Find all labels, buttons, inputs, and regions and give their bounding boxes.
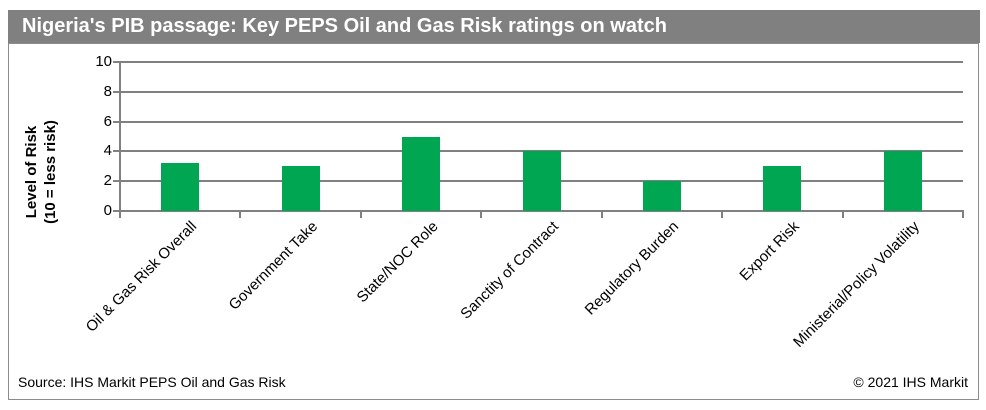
x-tick-4 [600, 212, 603, 218]
source-note: Source: IHS Markit PEPS Oil and Gas Risk [18, 374, 286, 390]
y-tick-label-4: 4 [103, 142, 112, 160]
y-tick-4 [113, 150, 120, 153]
bar-ministerial-policy-volatility [883, 151, 922, 211]
x-tick-6 [841, 212, 844, 218]
gridline-10 [120, 61, 963, 63]
gridline-8 [120, 90, 963, 93]
x-tick-3 [480, 212, 483, 218]
y-axis-title: Level of Risk (10 = less risk) [22, 120, 60, 224]
y-tick-label-0: 0 [103, 202, 112, 219]
y-tick-label-6: 6 [103, 112, 112, 130]
bar-state-noc-role [402, 136, 441, 211]
x-axis-line [118, 210, 964, 212]
chart-title: Nigeria's PIB passage: Key PEPS Oil and … [22, 15, 667, 37]
y-tick-8 [113, 90, 120, 93]
x-tick-5 [721, 212, 724, 218]
bar-government-take [281, 166, 320, 211]
chart-title-bar: Nigeria's PIB passage: Key PEPS Oil and … [8, 10, 980, 43]
y-tick-label-2: 2 [103, 172, 112, 190]
x-tick-1 [239, 212, 242, 218]
y-tick-label-10: 10 [95, 53, 112, 70]
x-tick-2 [359, 212, 362, 218]
x-tick-0 [119, 212, 121, 218]
gridline-6 [120, 120, 963, 123]
copyright-note: © 2021 IHS Markit [853, 374, 968, 390]
bar-regulatory-burden [642, 181, 681, 211]
y-tick-2 [113, 180, 120, 183]
bar-sanctity-of-contract [522, 151, 561, 211]
y-tick-6 [113, 120, 120, 123]
y-axis-title-line1: Level of Risk [23, 125, 40, 219]
y-axis-title-line2: (10 = less risk) [42, 120, 59, 224]
y-tick-label-8: 8 [103, 82, 112, 100]
bar-oil-gas-risk-overall [161, 162, 200, 211]
y-tick-10 [113, 61, 120, 63]
bar-export-risk [763, 166, 802, 211]
chart-frame [8, 43, 979, 400]
x-tick-7 [962, 212, 964, 218]
y-axis-line [119, 62, 121, 215]
y-tick-0 [113, 210, 120, 212]
